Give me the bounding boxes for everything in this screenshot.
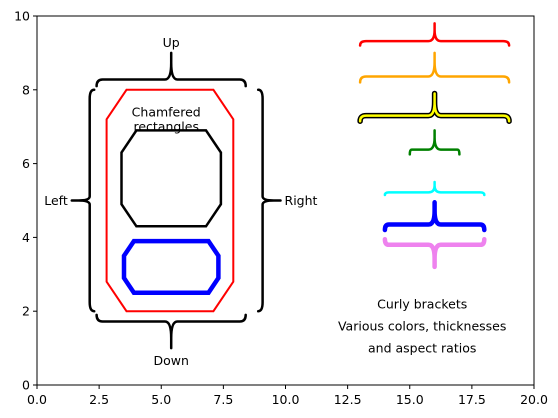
chamfered-rectangle — [121, 238, 221, 296]
bracket-label: Right — [285, 193, 318, 208]
y-tick-label: 0 — [22, 378, 30, 393]
annotation-text: Curly brackets — [377, 296, 467, 311]
curly-bracket — [358, 92, 511, 123]
y-axis: 0 2 4 6 8 10 — [14, 9, 37, 393]
y-tick-label: 4 — [22, 230, 30, 245]
bracket-label: Left — [44, 193, 68, 208]
curly-bracket — [383, 180, 486, 197]
x-tick-label: 12.5 — [334, 392, 362, 407]
annotation-text: Various colors, thicknesses — [338, 318, 506, 333]
x-tick-label: 0.0 — [27, 392, 47, 407]
curly-bracket — [408, 129, 461, 156]
x-tick-label: 20.0 — [520, 392, 548, 407]
curly-bracket — [95, 51, 247, 88]
curly-bracket — [256, 88, 282, 313]
curly-bracket — [358, 51, 511, 84]
x-axis: 0.0 2.5 5.0 7.5 10.0 12.5 15.0 17.5 20.0 — [27, 385, 548, 407]
y-tick-label: 10 — [14, 9, 30, 24]
y-tick-label: 6 — [22, 156, 30, 171]
annotation-text: Chamfered — [132, 104, 201, 119]
x-tick-label: 17.5 — [458, 392, 486, 407]
x-tick-label: 5.0 — [151, 392, 171, 407]
curly-bracket — [358, 22, 511, 47]
curly-bracket — [382, 236, 487, 270]
x-tick-label: 7.5 — [213, 392, 233, 407]
x-tick-label: 10.0 — [272, 392, 300, 407]
chamfered-rectangle — [105, 88, 235, 313]
shapes-layer — [105, 88, 235, 313]
brackets-layer: Up Down Left Right — [44, 22, 512, 368]
annotation-text: rectangles — [133, 119, 199, 134]
curly-bracket — [95, 313, 247, 350]
chamfered-rectangle — [120, 129, 223, 228]
y-tick-label: 8 — [22, 82, 30, 97]
annotation-text: and aspect ratios — [368, 341, 476, 356]
curly-bracket — [382, 200, 487, 233]
curly-bracket — [70, 88, 96, 313]
bracket-label: Up — [163, 35, 180, 50]
x-tick-label: 15.0 — [396, 392, 424, 407]
bracket-label: Down — [153, 353, 188, 368]
x-tick-label: 2.5 — [89, 392, 109, 407]
y-tick-label: 2 — [22, 304, 30, 319]
